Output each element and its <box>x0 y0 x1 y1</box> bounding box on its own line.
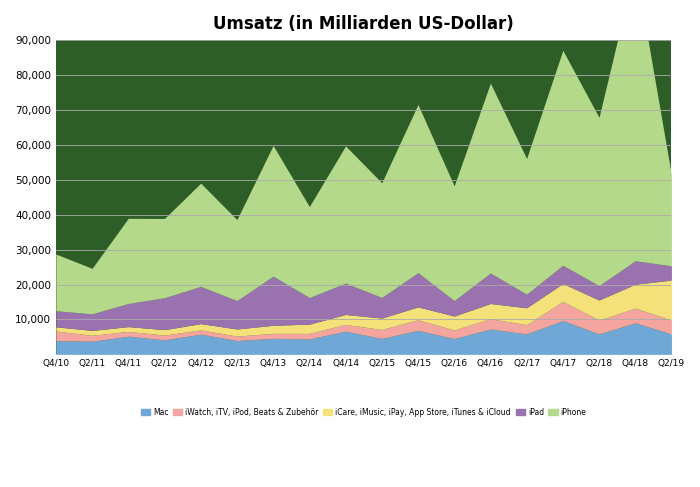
Legend: Mac, iWatch, iTV, iPod, Beats & Zubehör, iCare, iMusic, iPay, App Store, iTunes : Mac, iWatch, iTV, iPod, Beats & Zubehör,… <box>138 405 589 420</box>
Title: Umsatz (in Milliarden US-Dollar): Umsatz (in Milliarden US-Dollar) <box>214 15 514 33</box>
